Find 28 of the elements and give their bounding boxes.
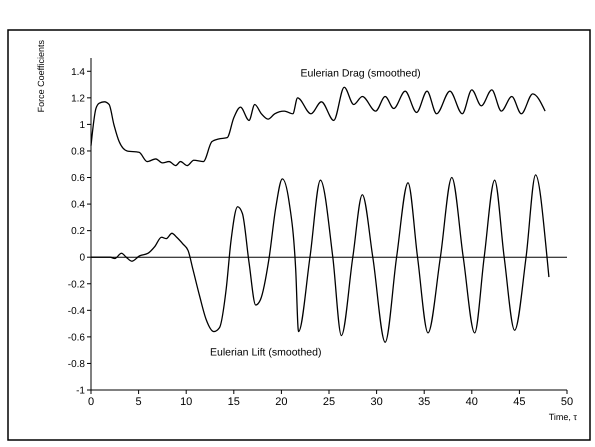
series-label: Eulerian Drag (smoothed) [300, 68, 421, 80]
y-tick-label: -0.8 [68, 358, 86, 370]
x-tick-label: 0 [88, 396, 94, 408]
y-tick-label: 0.4 [71, 200, 86, 211]
x-tick-label: 35 [418, 396, 430, 408]
y-axis-title: Force Coefficients [36, 40, 46, 112]
x-tick-label: 10 [180, 396, 192, 408]
y-tick-label: -0.6 [68, 332, 86, 344]
series-label: Eulerian Lift (smoothed) [210, 346, 322, 358]
y-tick-label: -0.2 [68, 279, 86, 290]
x-tick-label: 5 [136, 396, 142, 408]
y-tick-label: 0.8 [71, 146, 86, 158]
x-tick-label: 40 [466, 396, 478, 408]
x-tick-label: 45 [513, 396, 526, 408]
x-tick-label: 30 [370, 396, 383, 408]
x-tick-label: 20 [275, 396, 288, 408]
x-tick-label: 25 [322, 396, 336, 408]
y-tick-label: 1 [79, 120, 86, 131]
y-tick-label: 0 [79, 252, 86, 264]
y-tick-label: 0.6 [71, 173, 86, 184]
y-tick-label: 0.2 [71, 226, 86, 238]
y-tick-label: 1.4 [71, 66, 86, 78]
x-tick-label: 50 [560, 396, 574, 408]
y-tick-label: -1 [76, 386, 86, 396]
y-tick-label: 1.2 [71, 93, 86, 104]
x-tick-label: 15 [228, 396, 240, 408]
y-tick-label: -0.4 [68, 306, 86, 317]
x-axis-title: Time, τ [548, 412, 578, 422]
